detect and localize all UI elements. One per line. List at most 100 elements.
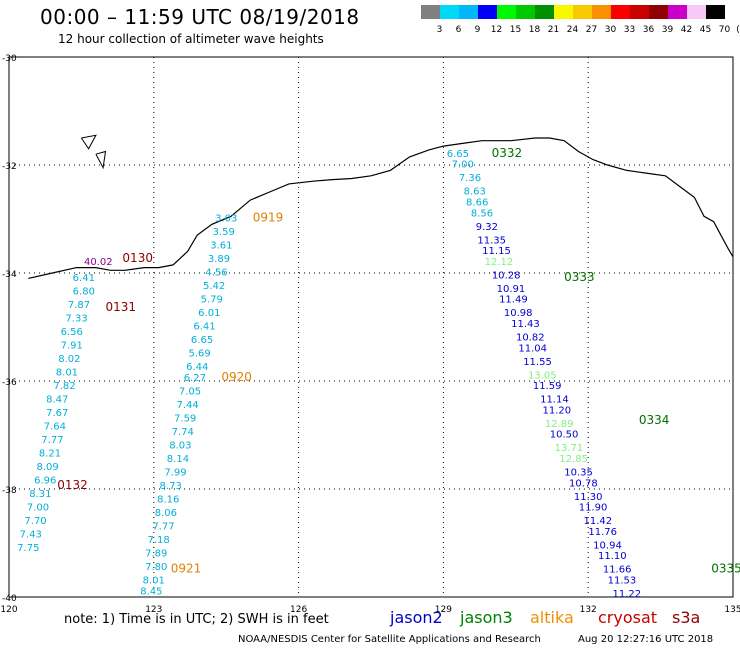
wave-height-value: 12.85 (559, 454, 588, 465)
wave-height-value: 7.89 (145, 549, 167, 560)
wave-height-value: 7.44 (176, 400, 198, 411)
wave-height-value: 7.70 (24, 516, 46, 527)
colorbar-label: 45 (699, 25, 712, 35)
colorbar-swatch (459, 5, 478, 19)
wave-height-value: 8.03 (169, 441, 191, 452)
legend-jason2: jason2 (390, 608, 443, 627)
colorbar-swatch (706, 5, 725, 19)
wave-height-value: 11.90 (579, 503, 608, 514)
wave-height-value: 8.45 (140, 586, 162, 597)
wave-height-value: 11.43 (511, 319, 540, 330)
wave-height-value: 8.14 (167, 454, 189, 465)
colorbar-label: 6 (455, 25, 462, 35)
wave-height-value: 7.00 (452, 160, 474, 171)
lon-tick-label: 132 (580, 605, 597, 615)
legend-altika: altika (530, 608, 574, 627)
wave-height-value: 11.04 (518, 343, 547, 354)
pass-time-label: 0130 (122, 251, 153, 265)
lat-tick-label: -40 (2, 594, 17, 604)
wave-height-value: 5.69 (189, 349, 211, 360)
colorbar-swatch (668, 5, 687, 19)
colorbar-label: 70 (718, 25, 731, 35)
colorbar-swatch (630, 5, 649, 19)
wave-height-value: 8.63 (464, 187, 486, 198)
wave-height-value: 8.02 (58, 354, 80, 365)
colorbar-label: 18 (528, 25, 541, 35)
wave-height-value: 10.98 (504, 308, 533, 319)
wave-height-value: 3.03 (215, 214, 237, 225)
wave-height-value: 5.42 (203, 281, 225, 292)
wave-height-value: 12.89 (545, 419, 574, 430)
wave-height-value: 12.12 (485, 257, 514, 268)
lon-tick-label: 135 (724, 605, 740, 615)
colorbar-swatch (535, 5, 554, 19)
wave-height-value: 8.21 (39, 449, 61, 460)
wave-height-value: 6.41 (73, 273, 95, 284)
wave-height-value: 8.66 (466, 198, 488, 209)
legend-jason3: jason3 (460, 608, 513, 627)
colorbar-swatch (478, 5, 497, 19)
wave-height-value: 7.80 (145, 562, 167, 573)
pass-time-label: 0131 (106, 300, 137, 314)
wave-height-value: 7.77 (152, 522, 174, 533)
wave-height-value: 7.87 (68, 300, 90, 311)
wave-height-value: 8.31 (29, 489, 51, 500)
wave-height-value: 7.00 (27, 503, 49, 514)
colorbar-swatch (516, 5, 535, 19)
wave-height-value: 7.67 (46, 408, 68, 419)
wave-height-value: 8.09 (36, 462, 58, 473)
colorbar-swatch (421, 5, 440, 19)
wave-height-value: 8.01 (56, 368, 78, 379)
wave-height-value: 13.71 (555, 443, 584, 454)
wave-height-value: 7.64 (44, 422, 66, 433)
lon-tick-label: 126 (290, 605, 307, 615)
colorbar-swatch (649, 5, 668, 19)
wave-height-value: 11.15 (482, 246, 511, 257)
wave-height-value: 7.74 (172, 427, 194, 438)
colorbar-unit: (ft) (736, 25, 740, 35)
wave-height-value: 9.32 (476, 222, 498, 233)
wave-height-value: 8.73 (160, 481, 182, 492)
wave-height-value: 11.66 (603, 565, 632, 576)
wave-height-value: 7.59 (174, 414, 196, 425)
wave-height-value: 6.96 (34, 476, 56, 487)
colorbar-label: 33 (623, 25, 636, 35)
lat-tick-label: -38 (2, 486, 17, 496)
lon-tick-label: 129 (435, 605, 452, 615)
wave-height-value: 6.27 (184, 373, 206, 384)
wave-height-value: 11.30 (574, 492, 603, 503)
map-subtitle: 12 hour collection of altimeter wave hei… (58, 32, 324, 46)
wave-height-value: 6.80 (73, 287, 95, 298)
wave-height-value: 7.99 (164, 468, 186, 479)
wave-height-value: 3.59 (213, 227, 235, 238)
wave-height-value: 8.56 (471, 208, 493, 219)
colorbar-swatch (554, 5, 573, 19)
pass-time-label: 0921 (171, 562, 202, 576)
australia-coastline (28, 137, 734, 279)
credit-line: NOAA/NESDIS Center for Satellite Applica… (238, 634, 541, 645)
wave-height-value: 7.43 (20, 530, 42, 541)
pass-time-label: 0334 (639, 413, 670, 427)
legend-cryosat: cryosat (598, 608, 658, 627)
wave-height-value: 7.77 (41, 435, 63, 446)
wave-height-value: 40.02 (84, 257, 113, 268)
wave-height-value: 11.35 (477, 235, 506, 246)
colorbar-swatch (497, 5, 516, 19)
wave-height-value: 10.82 (516, 333, 545, 344)
colorbar-label: 42 (680, 25, 693, 35)
wave-height-value: 8.47 (46, 395, 68, 406)
colorbar-label: 24 (566, 25, 579, 35)
wave-height-value: 3.61 (210, 241, 232, 252)
wave-height-value: 11.10 (598, 551, 627, 562)
wave-height-value: 7.91 (61, 341, 83, 352)
pass-time-label: 0132 (57, 478, 88, 492)
wave-height-value: 6.01 (198, 308, 220, 319)
wave-height-value: 11.76 (588, 527, 617, 538)
wave-height-value: 8.16 (157, 495, 179, 506)
colorbar-label: 21 (547, 25, 560, 35)
colorbar-swatch (687, 5, 706, 19)
wave-height-value: 10.35 (564, 468, 593, 479)
colorbar-swatch (592, 5, 611, 19)
colorbar-label: 15 (509, 25, 522, 35)
wave-height-value: 6.65 (191, 335, 213, 346)
